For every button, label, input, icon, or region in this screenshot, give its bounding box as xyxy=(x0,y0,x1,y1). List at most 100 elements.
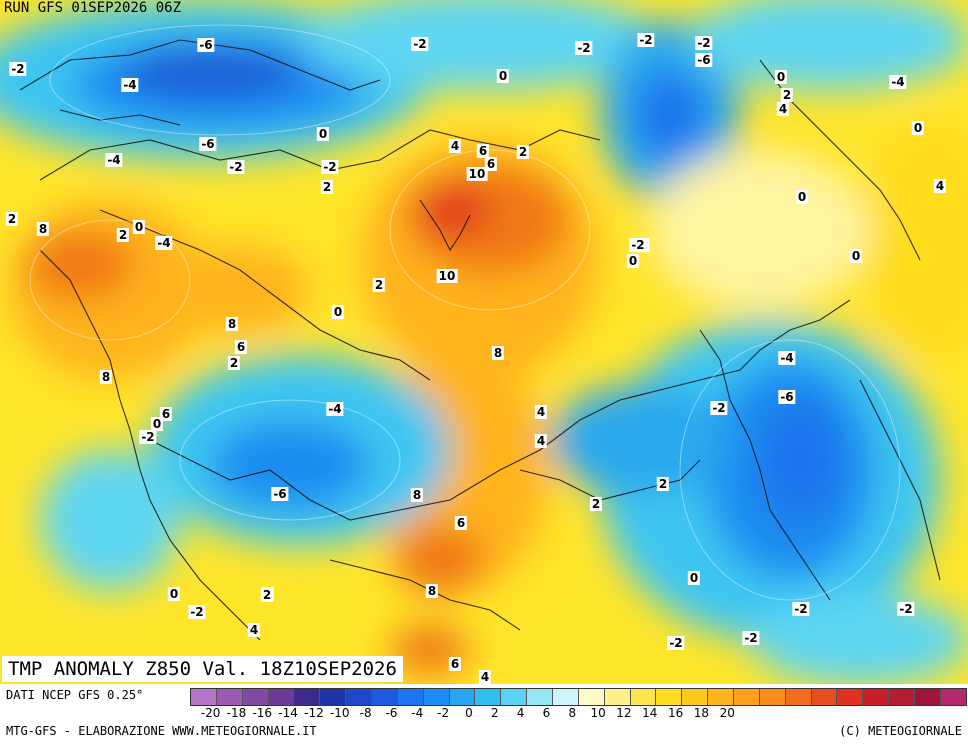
colorbar-cell xyxy=(578,689,605,705)
colorbar-cell xyxy=(294,689,321,705)
cold-core-kazakh xyxy=(210,420,370,510)
anomaly-value-label: -4 xyxy=(778,351,796,365)
anomaly-value-label: -6 xyxy=(197,38,215,52)
cool-region-farnorth xyxy=(690,0,968,90)
hot-region-south xyxy=(395,525,485,595)
anomaly-value-label: 6 xyxy=(454,516,468,530)
colorbar-cell xyxy=(811,689,838,705)
anomaly-value-label: -2 xyxy=(637,33,655,47)
anomaly-value-label: 2 xyxy=(320,180,334,194)
anomaly-value-label: 2 xyxy=(656,477,670,491)
anomaly-value-label: -6 xyxy=(271,487,289,501)
anomaly-value-label: 8 xyxy=(36,222,50,236)
cool-region-southeast xyxy=(750,595,968,684)
colorbar-tick-label: 18 xyxy=(693,706,710,720)
colorbar-cell xyxy=(915,689,941,705)
hot-region-west xyxy=(25,230,135,300)
anomaly-value-label: 2 xyxy=(116,228,130,242)
anomaly-value-label: 0 xyxy=(849,249,863,263)
colorbar-tick-label: 0 xyxy=(465,706,473,720)
colorbar-tick-label: 14 xyxy=(642,706,658,720)
colorbar-tick-label: -12 xyxy=(304,706,324,720)
anomaly-value-label: -2 xyxy=(411,37,429,51)
colorbar-cell xyxy=(656,689,683,705)
colorbar-cell xyxy=(630,689,657,705)
warm-region-urals xyxy=(170,245,310,335)
colorbar-cell xyxy=(759,689,786,705)
country-borders xyxy=(19,39,941,641)
anomaly-value-label: -4 xyxy=(121,78,139,92)
anomaly-value-label: -2 xyxy=(710,401,728,415)
cold-core-northeast xyxy=(635,70,705,160)
colorbar-cell xyxy=(708,689,735,705)
anomaly-value-label: -6 xyxy=(778,390,796,404)
neutral-region-east xyxy=(650,150,870,310)
anomaly-value-label: 0 xyxy=(331,305,345,319)
anomaly-value-label: -2 xyxy=(792,602,810,616)
anomaly-value-label: 4 xyxy=(534,405,548,419)
cold-core-east-deep xyxy=(760,395,840,525)
anomaly-value-label: 2 xyxy=(780,88,794,102)
colorbar-cell xyxy=(320,689,347,705)
anomaly-value-label: 0 xyxy=(496,69,510,83)
map-footer: DATI NCEP GFS 0.25° -20 -18 -16 -14 -12 -10 -8… xyxy=(0,684,968,745)
colorbar-tick-label: 6 xyxy=(542,706,551,720)
colorbar-tick-label: -20 xyxy=(200,706,221,720)
colorbar-tick-label: 4 xyxy=(516,706,525,720)
colorbar-tick-label: 12 xyxy=(616,706,632,720)
anomaly-value-label: -2 xyxy=(227,160,245,174)
anomaly-value-label: 0 xyxy=(167,587,181,601)
anomaly-value-label: 2 xyxy=(372,278,386,292)
anomaly-value-label: 4 xyxy=(933,179,947,193)
anomaly-value-label: -2 xyxy=(629,238,647,252)
colorbar-tick-label: -8 xyxy=(359,706,372,720)
anomaly-value-label: 2 xyxy=(260,588,274,602)
colorbar-cell xyxy=(372,689,398,705)
colorbar-ticks: -20 -18 -16 -14 -12 -10 -8 -6 -4 -2 0 2 4 6 8 10 12 14 16 1… xyxy=(190,706,965,722)
colorbar-tick-label: -18 xyxy=(226,706,247,720)
contour-lines xyxy=(29,24,901,601)
cold-region-arctic xyxy=(300,0,660,90)
data-source-label: DATI NCEP GFS 0.25° xyxy=(6,688,144,702)
colorbar-cell xyxy=(501,689,528,705)
colorbar-tick-label: -2 xyxy=(437,706,450,720)
anomaly-value-label: -2 xyxy=(695,36,713,50)
anomaly-value-label: -4 xyxy=(889,75,907,89)
colorbar-tick-label: -10 xyxy=(329,706,350,720)
colorbar-tick-label: -14 xyxy=(278,706,298,720)
anomaly-value-label: 8 xyxy=(491,346,505,360)
anomaly-value-label: 4 xyxy=(448,139,462,153)
anomaly-value-label: 0 xyxy=(316,127,330,141)
anomaly-value-label: -4 xyxy=(326,402,344,416)
anomaly-value-label: -2 xyxy=(897,602,915,616)
anomaly-value-label: 2 xyxy=(516,145,530,159)
colorbar-cell xyxy=(734,689,760,705)
anomaly-value-label: -2 xyxy=(139,430,157,444)
anomaly-value-label: -4 xyxy=(105,153,123,167)
anomaly-value-label: 4 xyxy=(247,623,261,637)
colorbar-tick-label: 2 xyxy=(490,706,499,720)
colorbar-cell xyxy=(449,689,476,705)
anomaly-value-label: -4 xyxy=(155,236,173,250)
anomaly-value-label: 0 xyxy=(774,70,788,84)
anomaly-value-label: -6 xyxy=(695,53,713,67)
cool-region-west xyxy=(40,450,180,590)
anomaly-value-label: 8 xyxy=(410,488,424,502)
copyright-label: (C) METEOGIORNALE xyxy=(839,724,962,738)
anomaly-value-label: 8 xyxy=(225,317,239,331)
map-title: TMP ANOMALY Z850 Val. 18Z10SEP2026 xyxy=(2,656,403,682)
anomaly-value-label: 0 xyxy=(687,571,701,585)
colorbar-cell xyxy=(268,689,295,705)
colorbar-cell xyxy=(837,689,864,705)
cool-region-mongolia xyxy=(550,385,730,495)
colorbar-cell xyxy=(346,689,373,705)
anomaly-value-label: 4 xyxy=(478,670,492,684)
colorbar-tick-label: 20 xyxy=(719,706,735,720)
anomaly-value-label: 0 xyxy=(150,417,164,431)
colorbar-cell xyxy=(423,689,450,705)
colorbar-cell xyxy=(863,689,890,705)
colorbar-tick-label: -4 xyxy=(411,706,424,720)
colorbar-cell xyxy=(397,689,424,705)
temperature-colorbar xyxy=(190,688,967,706)
